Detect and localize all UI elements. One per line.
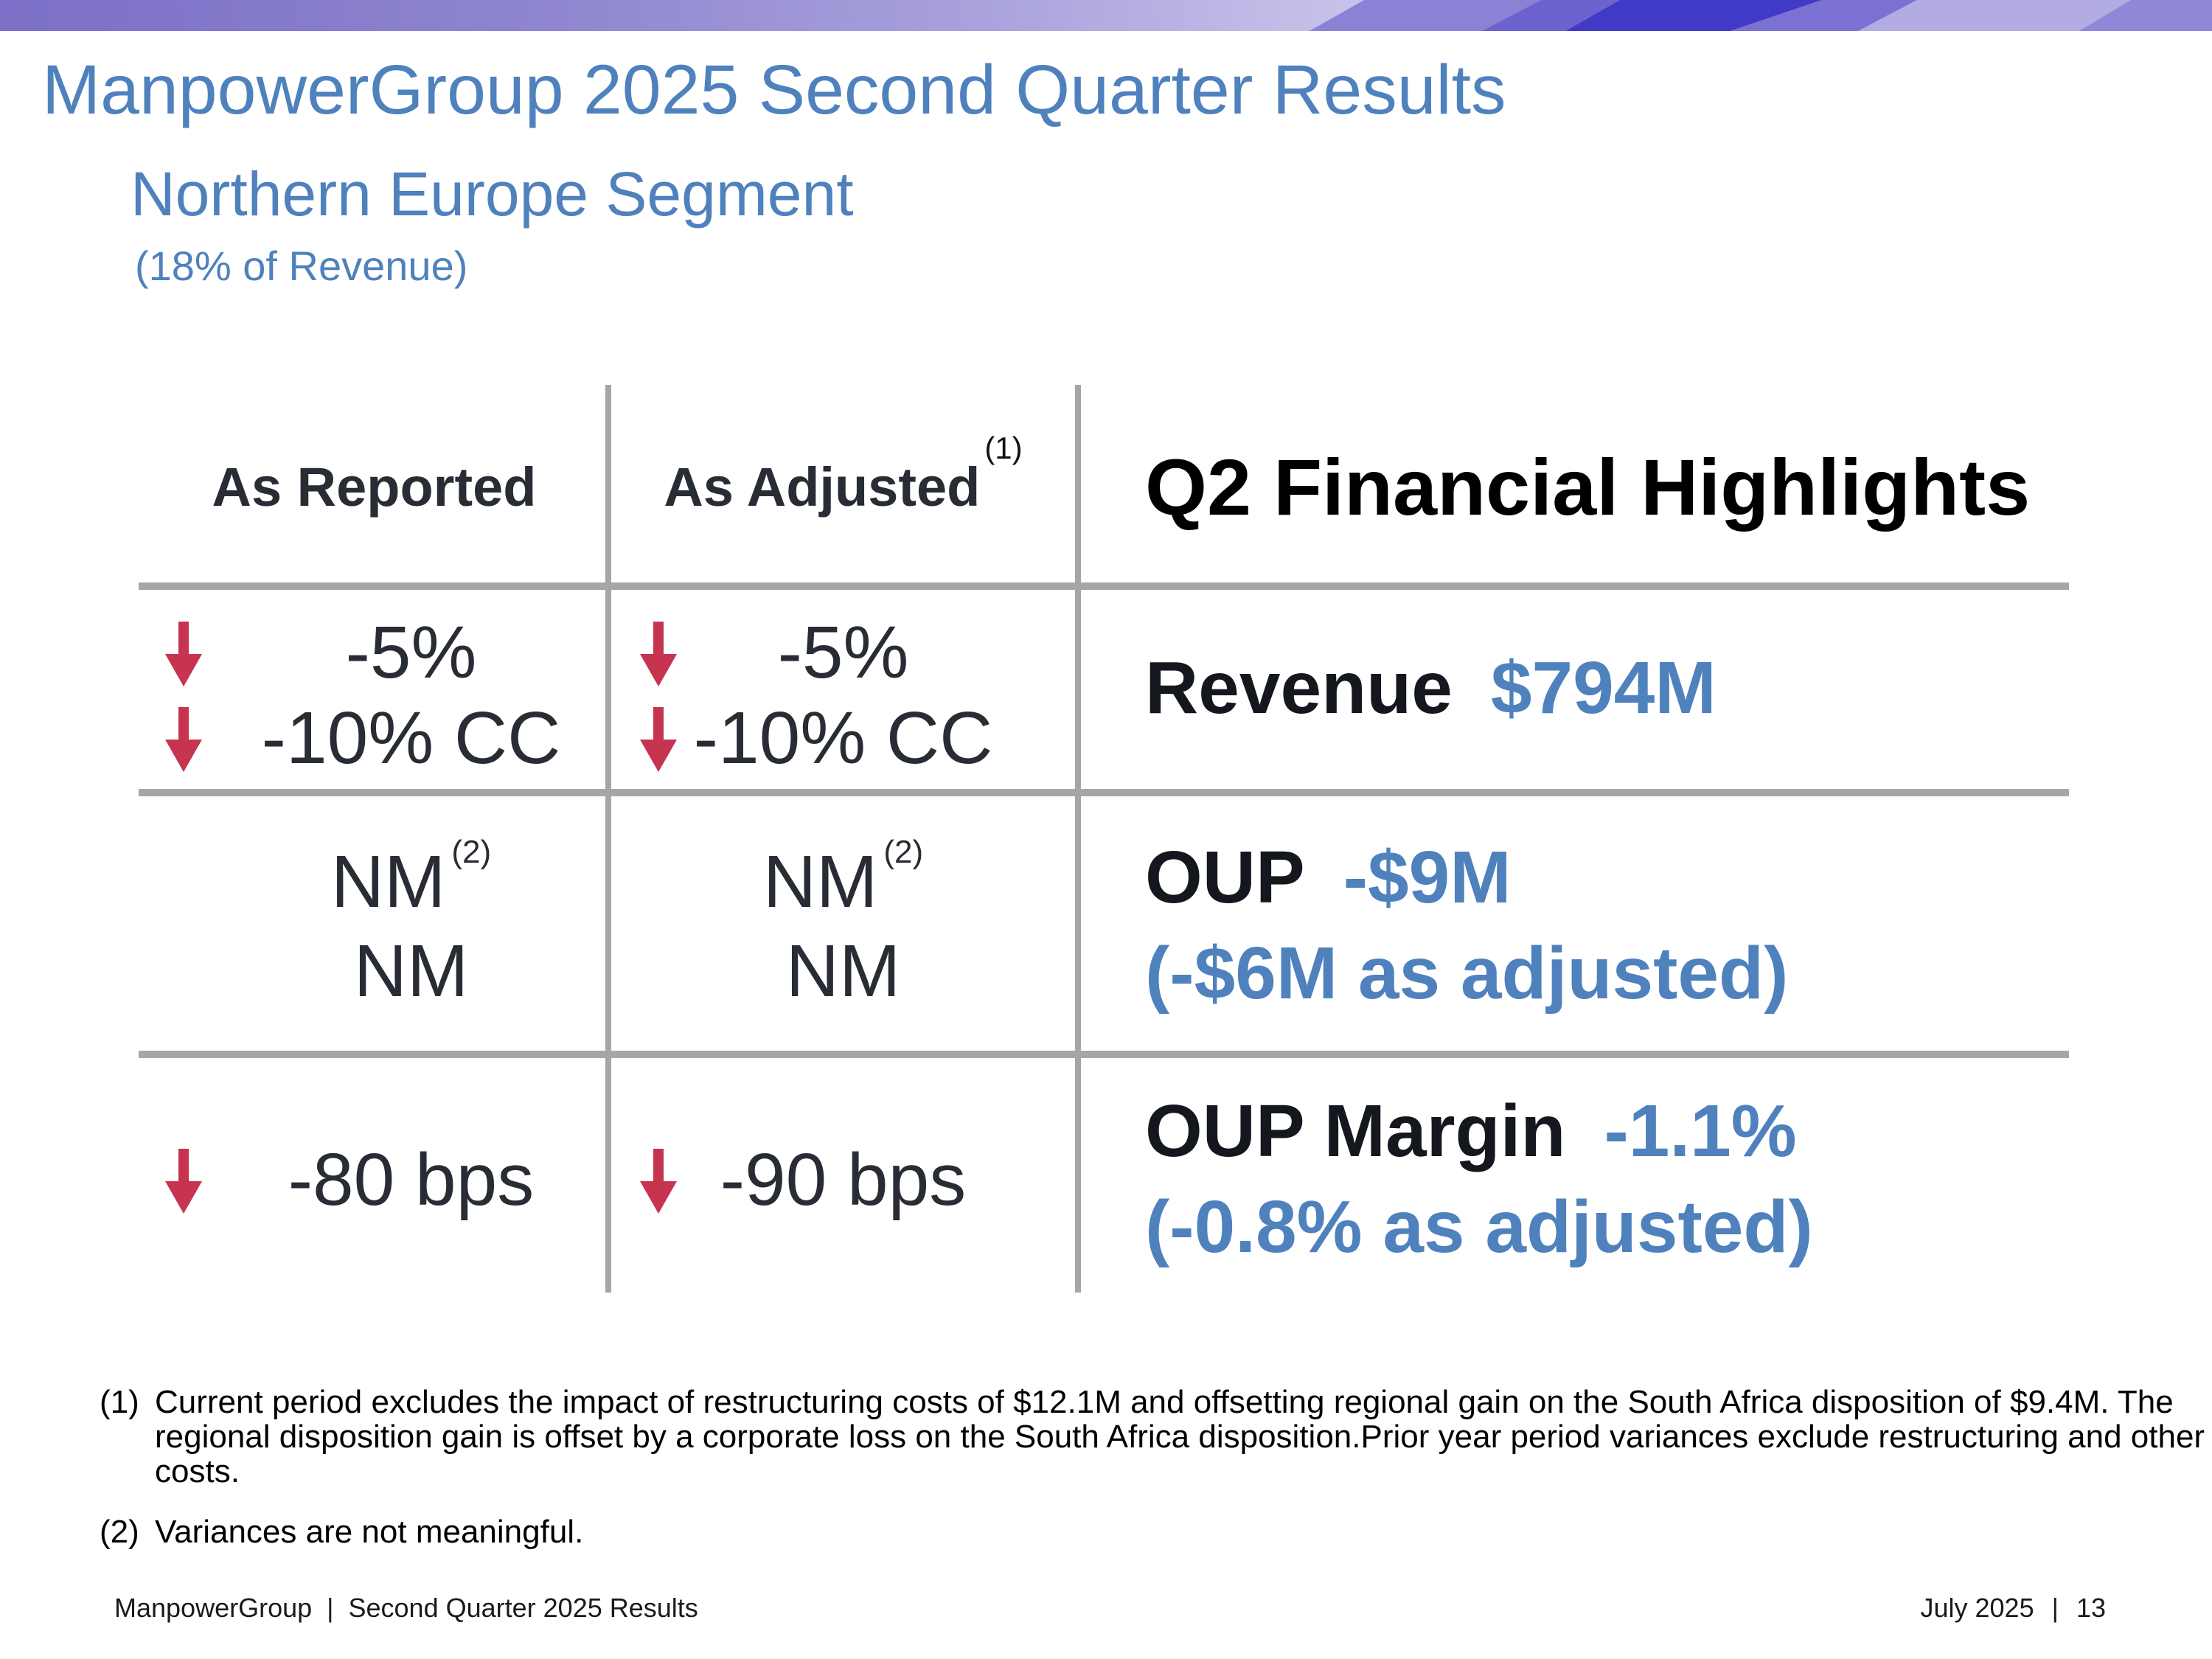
highlight-revenue: Revenue $794M [1145,586,1717,789]
footnote-1-line2: regional disposition gain is offset by a… [155,1419,2205,1455]
footer-date: July 2025 [1920,1593,2034,1623]
table-horizontal-divider-3 [139,1051,2069,1058]
adjusted-revenue-growth: -5% [777,611,909,694]
highlight-oup: OUP -$9M (-$6M as adjusted) [1145,800,1788,1051]
q2-highlights-title: Q2 Financial Highlights [1145,442,2031,532]
footnote-ref-1: (1) [984,431,1023,465]
footnote-1-line1: Current period excludes the impact of re… [155,1384,2174,1420]
column-header-as-reported: As Reported [140,413,608,560]
revenue-label: Revenue [1145,646,1453,729]
oup-label: OUP [1145,836,1305,919]
footnote-1-line3: costs. [155,1453,240,1489]
footnote-ref-2: (2) [451,834,492,870]
highlight-oup-margin: OUP Margin -1.1% (-0.8% as adjusted) [1145,1065,1813,1293]
adjusted-oup-growth-cc: NM [785,929,901,1012]
down-arrow-icon [165,707,202,772]
footnote-ref-2: (2) [883,834,924,870]
oup-margin-value: -1.1% [1604,1090,1797,1172]
oup-adjusted-value: (-$6M as adjusted) [1145,932,1789,1015]
reported-revenue-growth-cc: -10% CC [261,696,561,779]
table-horizontal-divider-2 [139,789,2069,796]
banner-beams-decoration [1310,0,2212,31]
footer-divider: | [2051,1593,2059,1623]
footer-left: ManpowerGroup | Second Quarter 2025 Resu… [114,1593,698,1624]
down-arrow-icon [640,1149,677,1214]
footnote-1: (1) Current period excludes the impact o… [100,1385,2205,1489]
reported-oup-growth-cc: NM [353,929,469,1012]
page-title: ManpowerGroup 2025 Second Quarter Result… [42,51,1506,129]
down-arrow-icon [640,622,677,686]
footnote-2: (2) Variances are not meaningful. [100,1514,583,1549]
column-header-as-adjusted: As Adjusted (1) [608,413,1078,560]
footnote-2-line1: Variances are not meaningful. [155,1514,584,1550]
reported-oup-margin-change: -80 bps [288,1138,535,1221]
top-banner [0,0,2212,31]
adjusted-oup-margin-change: -90 bps [720,1138,967,1221]
as-adjusted-label: As Adjusted [664,456,981,518]
oup-margin-label: OUP Margin [1145,1090,1566,1172]
table-horizontal-divider-1 [139,582,2069,590]
adjusted-oup-growth: NM (2) [608,834,1078,923]
table-vertical-divider-1 [605,385,611,1293]
adjusted-revenue-growth-cc: -10% CC [693,696,993,779]
footer-brand: ManpowerGroup [114,1593,313,1623]
page-number: 13 [2076,1593,2106,1623]
nm-value: NM [762,840,878,923]
down-arrow-icon [165,622,202,686]
down-arrow-icon [640,707,677,772]
footnote-1-label: (1) [100,1384,139,1420]
reported-oup-growth: NM (2) [214,834,608,923]
table-vertical-divider-2 [1075,385,1081,1293]
footnote-2-label: (2) [100,1514,139,1550]
nm-value: NM [330,840,446,923]
footnote-2-text: Variances are not meaningful. [155,1514,583,1549]
footer-right: July 2025 | 13 [1920,1593,2106,1624]
oup-value: -$9M [1343,836,1512,919]
oup-margin-adjusted-value: (-0.8% as adjusted) [1145,1186,1813,1268]
revenue-value: $794M [1490,646,1717,729]
down-arrow-icon [165,1149,202,1214]
reported-revenue-growth: -5% [345,611,477,694]
segment-title: Northern Europe Segment [131,159,854,229]
footer-deck-title: Second Quarter 2025 Results [348,1593,698,1623]
revenue-share-note: (18% of Revenue) [135,243,468,289]
footnote-1-text: Current period excludes the impact of re… [155,1385,2205,1489]
as-reported-label: As Reported [212,456,537,518]
footer-divider: | [327,1593,334,1623]
